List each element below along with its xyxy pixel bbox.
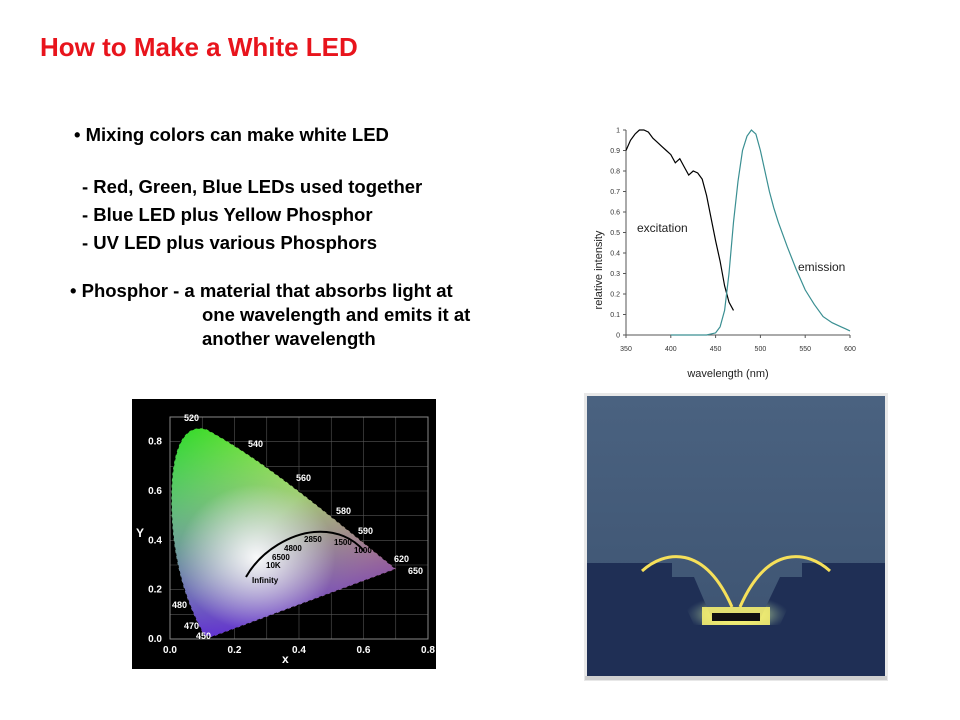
cie-y-tick-label: 0.0 bbox=[148, 634, 162, 645]
svg-text:Infinity: Infinity bbox=[252, 576, 279, 585]
phosphor-def-line2: one wavelength and emits it at bbox=[202, 304, 471, 325]
y-tick-label: 1 bbox=[616, 128, 620, 135]
cie-x-tick-label: 0.0 bbox=[163, 645, 177, 656]
y-tick-label: 0.3 bbox=[610, 271, 620, 278]
cie-x-tick-label: 0.8 bbox=[421, 645, 435, 656]
y-tick-label: 0.5 bbox=[610, 230, 620, 237]
bullet-phosphor: • Phosphor - a material that absorbs lig… bbox=[70, 280, 453, 301]
bullet-mixing-colors: • Mixing colors can make white LED bbox=[74, 124, 389, 145]
sub-bullet-rgb: - Red, Green, Blue LEDs used together bbox=[82, 176, 423, 197]
x-tick-label: 500 bbox=[755, 346, 767, 353]
svg-text:10K: 10K bbox=[266, 561, 281, 570]
svg-text:580: 580 bbox=[336, 506, 351, 516]
y-tick-label: 0.2 bbox=[610, 292, 620, 299]
y-tick-label: 0.8 bbox=[610, 169, 620, 176]
chart-series bbox=[625, 129, 851, 336]
sub-bullet-blue-yellow: - Blue LED plus Yellow Phosphor bbox=[82, 204, 373, 225]
svg-text:540: 540 bbox=[248, 439, 263, 449]
series-line-emission bbox=[670, 129, 851, 336]
y-tick-label: 0.9 bbox=[610, 148, 620, 155]
chart-ticks: 350 400 450 500 550 600 0 0.1 0.2 0.3 0.4 0.5 0.6 0.7… bbox=[610, 128, 856, 354]
x-tick-label: 450 bbox=[710, 346, 722, 353]
svg-text:560: 560 bbox=[296, 473, 311, 483]
x-tick-label: 550 bbox=[799, 346, 811, 353]
svg-text:470: 470 bbox=[184, 621, 199, 631]
cie-frame bbox=[169, 416, 429, 640]
cie-chromaticity-diagram: 0.0 0.2 0.4 0.6 0.8 0.0 0.2 0.4 0.6 0.8 520 540 5… bbox=[132, 399, 436, 669]
white-led-photo bbox=[584, 393, 888, 681]
svg-text:520: 520 bbox=[184, 413, 199, 423]
excitation-annotation: excitation bbox=[637, 221, 688, 235]
cie-x-tick-label: 0.4 bbox=[292, 645, 306, 656]
emission-annotation: emission bbox=[798, 260, 845, 274]
cie-y-tick-label: 0.6 bbox=[148, 486, 162, 497]
x-axis-label: wavelength (nm) bbox=[686, 368, 768, 380]
phosphor-def-line3: another wavelength bbox=[202, 328, 376, 349]
cie-y-tick-label: 0.4 bbox=[148, 535, 162, 546]
svg-text:2850: 2850 bbox=[304, 535, 322, 544]
y-tick-label: 0.4 bbox=[610, 251, 620, 258]
y-tick-label: 0.7 bbox=[610, 189, 620, 196]
y-tick-label: 0 bbox=[616, 333, 620, 340]
x-tick-label: 400 bbox=[665, 346, 677, 353]
cie-y-tick-label: 0.8 bbox=[148, 437, 162, 448]
svg-text:Y: Y bbox=[136, 526, 144, 540]
cie-x-tick-label: 0.2 bbox=[228, 645, 242, 656]
svg-text:480: 480 bbox=[172, 600, 187, 610]
cie-labels: 520 540 560 580 590 620 650 480 470 450 … bbox=[136, 413, 423, 666]
slide-title: How to Make a White LED bbox=[40, 32, 358, 62]
x-tick-label: 600 bbox=[844, 346, 856, 353]
series-line-excitation bbox=[625, 129, 735, 311]
planckian-locus bbox=[245, 530, 365, 578]
y-tick-label: 0.6 bbox=[610, 210, 620, 217]
sub-bullet-uv: - UV LED plus various Phosphors bbox=[82, 232, 378, 253]
svg-text:650: 650 bbox=[408, 566, 423, 576]
cie-x-tick-label: 0.6 bbox=[357, 645, 371, 656]
svg-text:1500: 1500 bbox=[334, 538, 352, 547]
svg-text:620: 620 bbox=[394, 554, 409, 564]
y-tick-label: 0.1 bbox=[610, 312, 620, 319]
x-tick-label: 350 bbox=[620, 346, 632, 353]
spectrum-chart: 350 400 450 500 550 600 0 0.1 0.2 0.3 0.4 0.5 0.6 0.7… bbox=[593, 128, 856, 381]
svg-text:590: 590 bbox=[358, 526, 373, 536]
svg-text:450: 450 bbox=[196, 631, 211, 641]
svg-text:1000: 1000 bbox=[354, 546, 372, 555]
svg-text:6500: 6500 bbox=[272, 553, 290, 562]
y-axis-label: relative intensity bbox=[593, 230, 605, 309]
svg-text:4800: 4800 bbox=[284, 544, 302, 553]
svg-text:x: x bbox=[282, 652, 289, 666]
cie-y-tick-label: 0.2 bbox=[148, 585, 162, 596]
